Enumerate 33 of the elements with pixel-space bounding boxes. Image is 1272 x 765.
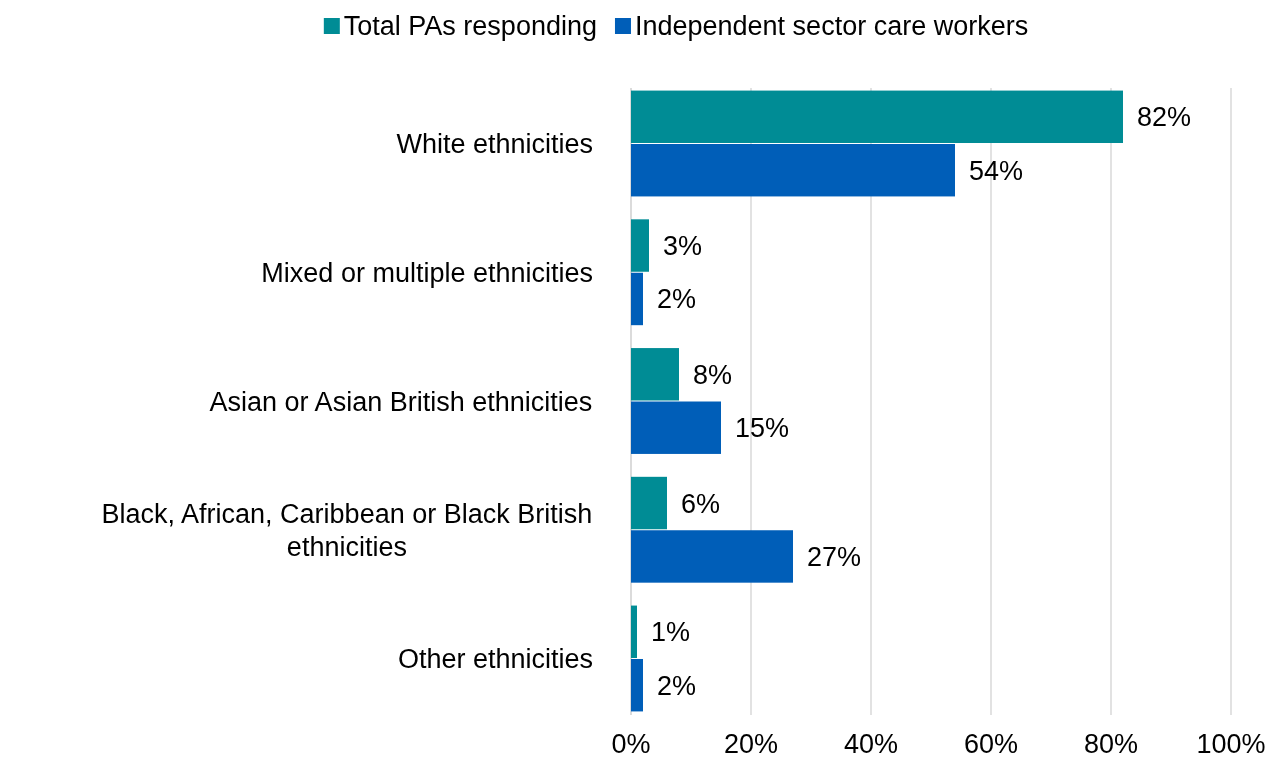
x-tick-label: 0%	[611, 729, 651, 759]
x-tick-label: 40%	[843, 729, 899, 759]
bar	[631, 144, 955, 197]
x-tick-label: 60%	[963, 729, 1019, 759]
bar	[631, 530, 793, 583]
data-label: 54%	[969, 155, 1024, 186]
data-label: 1%	[651, 617, 691, 648]
bar	[631, 348, 679, 401]
bar	[631, 659, 643, 712]
bar	[631, 272, 643, 326]
x-tick-label: 80%	[1083, 729, 1139, 759]
data-label: 15%	[735, 413, 790, 444]
bar	[631, 401, 721, 454]
bar	[631, 605, 637, 658]
y-tick-label: Asian or Asian British ethnicities	[209, 386, 593, 417]
data-label: 82%	[1137, 102, 1192, 133]
legend-label: Total PAs responding	[343, 11, 597, 41]
data-label: 6%	[681, 488, 721, 519]
data-label: 27%	[807, 541, 862, 572]
legend-label: Independent sector care workers	[634, 11, 1029, 41]
data-label: 2%	[657, 284, 697, 315]
x-tick-label: 20%	[723, 729, 779, 759]
data-label: 2%	[657, 670, 697, 701]
y-tick-label: Mixed or multiple ethnicities	[261, 257, 593, 288]
bar	[631, 219, 649, 272]
y-tick-label: Other ethnicities	[397, 643, 593, 674]
x-tick-label: 100%	[1196, 729, 1266, 759]
y-tick-label: White ethnicities	[396, 129, 594, 160]
y-tick-label: Black, African, Caribbean or Black British ethnicities	[101, 498, 593, 562]
bar	[631, 476, 667, 530]
data-label: 8%	[693, 359, 733, 390]
data-label: 3%	[663, 231, 703, 262]
bar	[631, 90, 1123, 144]
